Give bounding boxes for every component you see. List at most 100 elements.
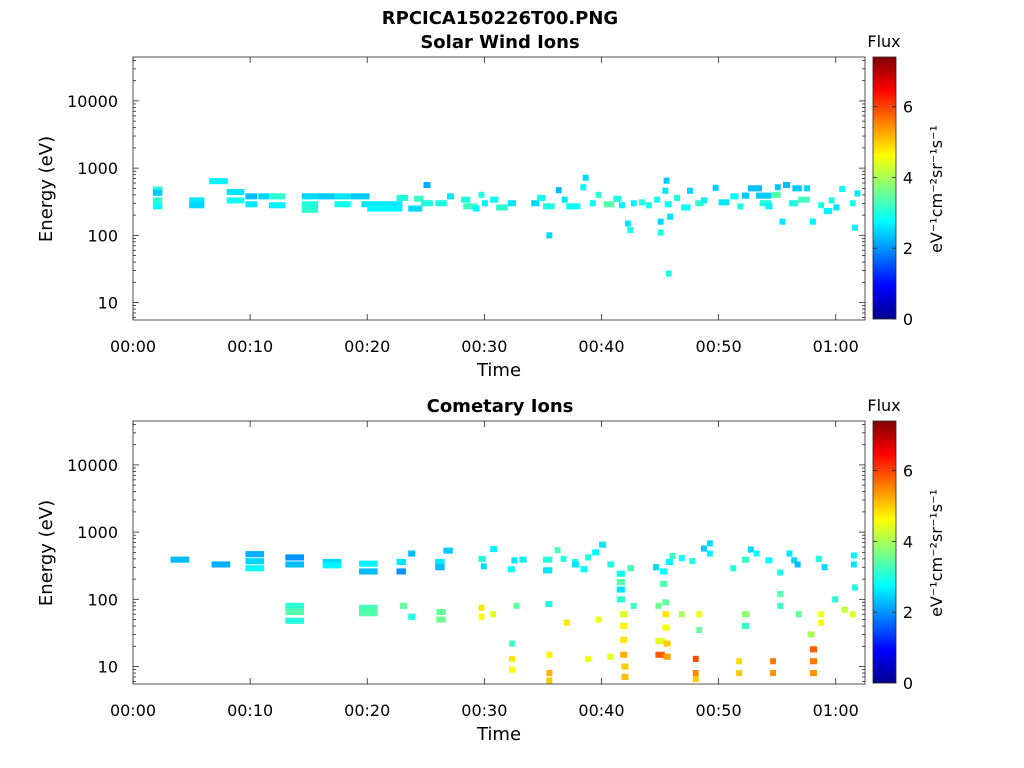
flux-cell	[408, 205, 423, 212]
x-tick-label: 00:10	[227, 701, 273, 720]
flux-cell	[564, 619, 570, 626]
flux-cell	[322, 558, 342, 565]
y-axis-ticks: 10 100 1000 10000	[67, 424, 865, 682]
flux-cell	[815, 555, 822, 562]
flux-cell	[519, 556, 527, 563]
panel-title-solar-wind: Solar Wind Ions	[420, 32, 579, 53]
flux-cell	[692, 676, 699, 683]
flux-cell	[555, 187, 562, 194]
flux-cell	[572, 561, 580, 568]
flux-cell	[546, 677, 553, 684]
flux-cell	[696, 626, 703, 633]
flux-cell	[423, 182, 431, 189]
flux-cell	[436, 608, 446, 615]
x-tick-label: 00:50	[696, 337, 742, 356]
flux-cell	[478, 613, 485, 620]
colorbar: Flux 0 2 4 6 eV⁻¹cm⁻²sr⁻¹s⁻¹	[867, 32, 946, 329]
flux-cell	[788, 200, 799, 207]
flux-cell	[595, 616, 602, 623]
y-tick-label: 1000	[77, 523, 118, 542]
flux-cell	[692, 670, 699, 677]
flux-cell	[687, 187, 693, 194]
flux-cell	[359, 560, 378, 567]
flux-cell	[245, 193, 258, 200]
flux-cell	[639, 199, 645, 206]
flux-cell	[747, 546, 754, 553]
x-tick-label: 00:00	[110, 337, 156, 356]
flux-cell	[478, 604, 485, 611]
flux-cell	[852, 224, 858, 231]
x-tick-label: 00:20	[344, 337, 390, 356]
flux-cell	[849, 200, 856, 207]
x-tick-label: 01:00	[813, 337, 859, 356]
flux-cell	[546, 232, 553, 239]
flux-cell	[786, 550, 793, 557]
flux-cell	[245, 558, 265, 565]
flux-cell	[542, 556, 553, 563]
flux-cell	[692, 655, 699, 662]
flux-cell	[765, 203, 773, 210]
flux-cell	[595, 191, 602, 198]
flux-cell	[589, 200, 596, 207]
colorbar-tick-label: 2	[903, 603, 913, 622]
flux-cell	[627, 227, 634, 234]
x-tick-label: 00:40	[578, 701, 624, 720]
y-tick-label: 10	[98, 658, 118, 677]
flux-cell	[810, 218, 816, 225]
flux-cell	[607, 561, 615, 568]
flux-cell	[833, 204, 840, 211]
flux-cell	[841, 606, 848, 613]
flux-cell	[616, 579, 625, 586]
colorbar-tick-label: 4	[903, 168, 913, 187]
flux-cell	[678, 555, 685, 562]
flux-cell	[765, 557, 773, 564]
flux-cell	[580, 566, 588, 573]
flux-cell	[646, 202, 652, 209]
flux-cell	[654, 196, 661, 203]
flux-cell	[616, 596, 625, 603]
colorbar-gradient	[872, 56, 897, 320]
flux-cell	[211, 561, 231, 568]
flux-cell	[531, 200, 540, 207]
flux-cell	[655, 602, 662, 609]
flux-cell	[742, 611, 749, 618]
flux-cell	[408, 613, 416, 620]
colorbar-tick-label: 0	[903, 310, 913, 329]
figure-title: RPCICA150226T00.PNG	[381, 8, 619, 29]
flux-cell	[537, 194, 546, 201]
flux-cell	[361, 201, 403, 208]
flux-cell	[301, 206, 319, 213]
flux-cell	[396, 194, 409, 201]
flux-cell	[582, 174, 589, 181]
x-axis-label: Time	[476, 724, 521, 745]
flux-cell	[592, 549, 600, 556]
flux-cell	[334, 201, 351, 208]
flux-cell	[189, 202, 205, 209]
y-axis-ticks: 10 100 1000 10000	[67, 60, 865, 318]
flux-cell	[318, 193, 335, 200]
flux-cell	[620, 651, 628, 658]
y-tick-label: 100	[87, 590, 118, 609]
flux-cell	[730, 565, 737, 572]
flux-cell	[226, 197, 245, 204]
flux-cell	[792, 185, 802, 192]
colorbar-tick-label: 6	[903, 462, 913, 481]
colorbar-title: Flux	[867, 396, 900, 415]
flux-cell	[482, 200, 488, 207]
flux-cell	[624, 220, 631, 227]
flux-cell	[742, 192, 749, 199]
flux-cell	[580, 184, 587, 191]
flux-cell	[771, 191, 781, 198]
flux-cell	[285, 561, 304, 568]
flux-cell	[513, 602, 520, 609]
flux-cell	[554, 547, 561, 554]
flux-cell	[472, 205, 480, 212]
flux-cell	[795, 611, 802, 618]
flux-cell	[245, 201, 258, 208]
panel-title-cometary: Cometary Ions	[427, 396, 574, 417]
flux-cell	[630, 200, 637, 207]
flux-cell	[359, 610, 378, 617]
x-tick-label: 00:00	[110, 701, 156, 720]
flux-cell	[695, 200, 704, 207]
flux-cell	[301, 193, 319, 200]
